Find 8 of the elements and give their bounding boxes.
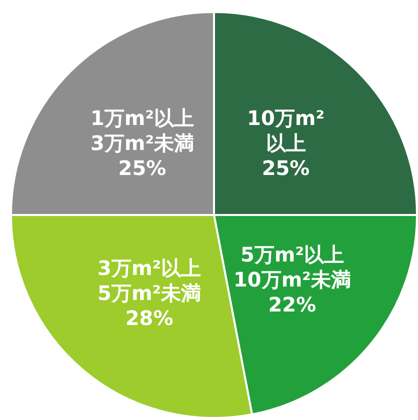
data-label: 28%	[125, 306, 174, 330]
data-label: 22%	[268, 292, 316, 317]
slice-label: 1万m²以上 3万m²未満	[90, 106, 194, 156]
slice-label: 5万m²以上 10万m²未満	[233, 242, 351, 292]
data-label: 25%	[262, 156, 310, 180]
slice-label: 3万m²以上 5万m²未満	[98, 256, 202, 306]
slice-label: 10万m² 以上	[247, 106, 324, 156]
data-label: 25%	[118, 156, 166, 180]
